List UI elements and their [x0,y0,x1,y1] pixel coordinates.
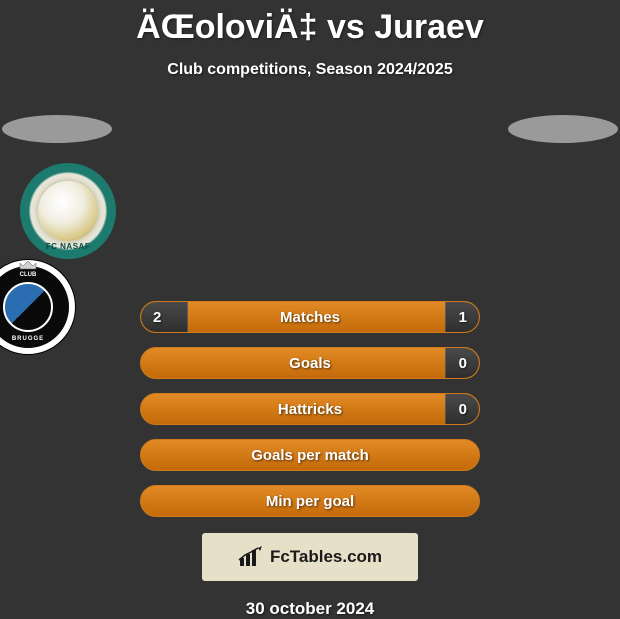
club-logo-left-label: FC NASAF [46,242,90,251]
stat-bar: Goals per match [140,439,480,471]
shadow-ellipse-right [508,115,618,143]
club-logo-right-inner [3,282,53,332]
stat-bar: 0 Hattricks [140,393,480,425]
stat-fill-left [141,302,188,332]
club-logo-right: CLUB BRUGGE [0,259,76,355]
page-subtitle: Club competitions, Season 2024/2025 [0,61,620,79]
stat-value-right: 0 [459,355,467,372]
stat-label: Matches [280,309,340,326]
stat-bar: Min per goal [140,485,480,517]
stat-value-right: 1 [459,309,467,326]
stat-bars: 2 1 Matches 0 Goals 0 Hattricks Goals per match… [140,301,480,517]
crown-icon [18,258,38,270]
stat-label: Goals [289,355,331,372]
watermark: FcTables.com [202,533,418,581]
page-title: ÄŒoloviÄ‡ vs Juraev [0,8,620,47]
club-logo-right-ring-top: CLUB [20,272,37,278]
stat-label: Hattricks [278,401,342,418]
stat-value-left: 2 [153,309,161,326]
watermark-text: FcTables.com [270,547,382,567]
stat-bar: 2 1 Matches [140,301,480,333]
stat-label: Min per goal [266,493,354,510]
stat-bar: 0 Goals [140,347,480,379]
stat-value-right: 0 [459,401,467,418]
stat-label: Goals per match [251,447,369,464]
shadow-ellipse-left [2,115,112,143]
club-logo-right-ring-bottom: BRUGGE [12,336,44,342]
bar-chart-icon [238,546,264,568]
comparison-date: 30 october 2024 [0,599,620,619]
comparison-panel: FC NASAF CLUB BRUGGE 2 1 Matches 0 Goals 0 Hat… [0,109,620,619]
club-logo-left: FC NASAF [20,163,116,259]
